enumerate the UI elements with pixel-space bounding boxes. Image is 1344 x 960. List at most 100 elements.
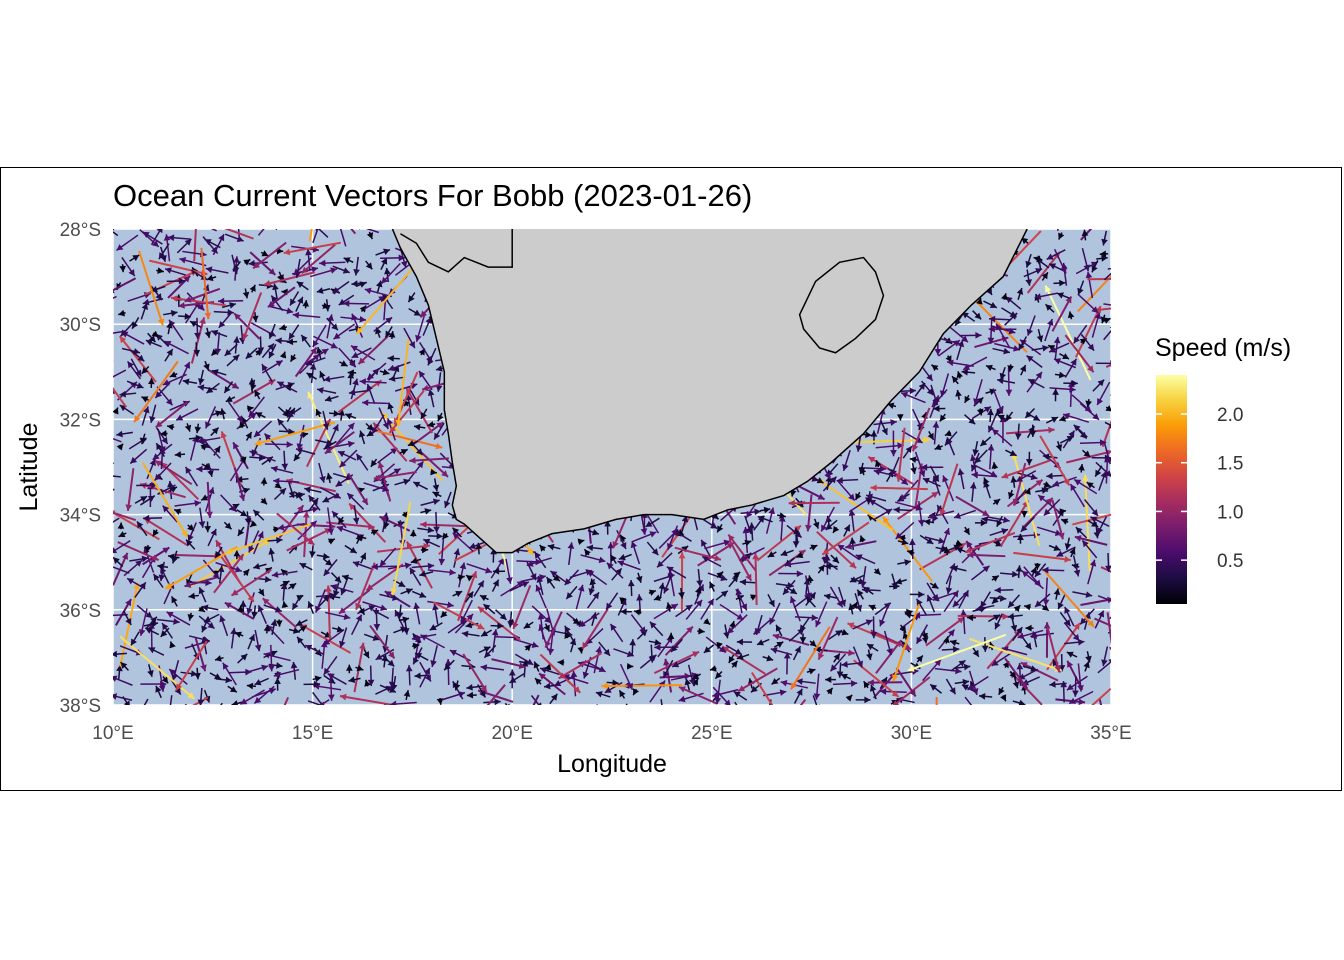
current-vector (188, 635, 210, 643)
current-vector (809, 544, 818, 551)
current-vector (316, 287, 331, 294)
current-vector (976, 297, 983, 305)
current-vector (1031, 344, 1049, 352)
x-tick-label: 25°E (691, 723, 732, 744)
current-vector (716, 571, 724, 579)
current-vector (308, 497, 319, 512)
current-vector (276, 381, 298, 393)
current-vector (379, 467, 401, 482)
current-vector (860, 566, 867, 588)
current-vector (1108, 616, 1111, 620)
current-vector (1017, 629, 1044, 640)
current-vector (653, 603, 679, 620)
speed-legend: Speed (m/s) 0.5 1.0 1.5 2.0 (1155, 334, 1291, 604)
current-vector (227, 685, 238, 693)
current-vector (569, 638, 577, 653)
current-vector (182, 378, 198, 386)
current-vector (174, 499, 201, 507)
current-vector (605, 592, 619, 611)
current-vector (944, 431, 958, 447)
current-vector (962, 356, 988, 371)
landmass (391, 229, 1028, 554)
current-vector (736, 653, 750, 660)
current-vector (712, 686, 731, 705)
current-vector (909, 456, 919, 464)
current-vector (954, 678, 970, 686)
current-vector (1045, 416, 1059, 424)
current-vector (338, 347, 357, 368)
current-vector (429, 622, 443, 631)
current-vector (323, 375, 345, 383)
current-vector (512, 585, 532, 630)
current-vector (909, 538, 916, 559)
current-vector (1087, 519, 1099, 528)
current-vector (697, 627, 705, 635)
current-vector (121, 257, 136, 277)
current-vector (403, 690, 411, 701)
current-vector (162, 505, 178, 523)
current-vector (113, 330, 126, 334)
current-vector (1025, 624, 1034, 632)
current-vector (1001, 307, 1017, 318)
current-vector (303, 511, 310, 558)
legend-tick-label: 2.0 (1217, 405, 1243, 426)
current-vector (332, 625, 344, 633)
current-vector (203, 613, 220, 623)
current-vector (167, 234, 191, 242)
current-vector (245, 431, 253, 441)
current-vector (1041, 604, 1050, 612)
y-tick-label: 30°S (60, 315, 101, 336)
current-vector (224, 233, 244, 243)
current-vector (196, 465, 220, 473)
current-vector (200, 247, 212, 320)
current-vector (1081, 449, 1091, 458)
current-vector (849, 574, 864, 583)
current-vector (358, 605, 366, 616)
current-vector (466, 683, 483, 691)
current-vector (809, 639, 817, 648)
current-vector (253, 685, 275, 704)
current-vector (675, 604, 693, 618)
current-vector (188, 592, 200, 600)
current-vector (245, 347, 258, 360)
current-vector (142, 231, 163, 245)
current-vector (362, 399, 389, 407)
current-vector (742, 526, 750, 553)
current-vector (987, 413, 998, 433)
current-vector (129, 254, 140, 262)
current-vector (1053, 248, 1067, 274)
current-vector (355, 664, 364, 672)
current-vector (1064, 358, 1078, 378)
current-vector (1064, 537, 1072, 550)
current-vector (119, 390, 137, 398)
current-vector (205, 406, 217, 429)
current-vector (116, 430, 133, 438)
current-vector (537, 613, 545, 640)
current-vector (420, 508, 432, 515)
current-vector (575, 584, 585, 610)
current-vector (564, 625, 574, 642)
current-vector (380, 257, 388, 270)
current-vector (923, 518, 935, 526)
current-vector (931, 364, 939, 372)
current-vector (267, 286, 296, 308)
current-vector (206, 274, 217, 282)
current-vector (1063, 379, 1078, 387)
current-vector (315, 592, 336, 599)
current-vector (1051, 295, 1073, 332)
current-vector (400, 588, 413, 595)
current-vector (1083, 499, 1099, 517)
current-vector (609, 554, 617, 564)
current-vector (866, 643, 879, 652)
current-vector (399, 448, 409, 456)
current-vector (833, 680, 858, 687)
current-vector (897, 559, 912, 566)
current-vector (1059, 435, 1075, 444)
current-vector (922, 477, 941, 488)
current-vector (167, 480, 174, 500)
current-vector (409, 457, 449, 464)
current-vector (151, 330, 159, 338)
current-vector (274, 677, 281, 691)
current-vector (1025, 451, 1033, 466)
current-vector (286, 407, 302, 418)
